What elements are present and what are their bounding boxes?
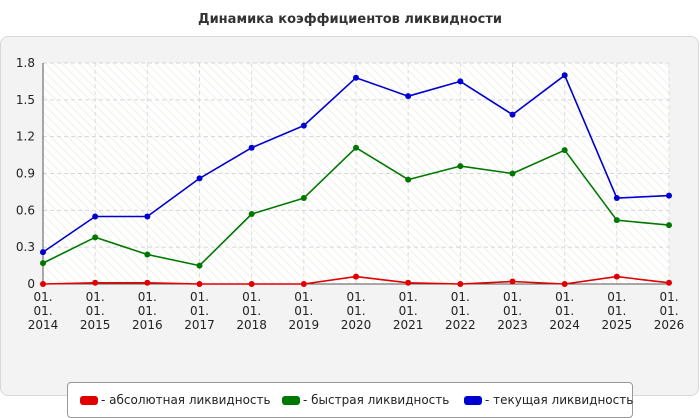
x-tick-label: 01. 01. 2021 xyxy=(393,290,424,332)
data-point-1 xyxy=(144,251,151,258)
data-point-2 xyxy=(40,249,46,256)
data-point-0 xyxy=(405,279,412,286)
x-tick-label: 01. 01. 2020 xyxy=(341,290,372,332)
y-tick-label: 0.3 xyxy=(16,240,35,254)
x-tick-label: 01. 01. 2022 xyxy=(445,290,476,332)
y-tick-label: 0 xyxy=(27,277,35,291)
x-axis-ticks: 01. 01. 2014 01. 01. 2015 01. 01. 2016 01. 01. 2017… xyxy=(28,290,685,332)
data-point-1 xyxy=(405,176,412,183)
legend-swatch-red xyxy=(80,395,98,405)
data-point-0 xyxy=(196,281,203,287)
data-point-0 xyxy=(40,281,46,287)
data-point-2 xyxy=(353,74,359,81)
data-point-0 xyxy=(92,279,99,286)
data-point-0 xyxy=(561,281,568,287)
chart-panel: 0 0.3 0.6 0.9 1.2 1.5 1.8 01. 01. 2014 01. 01. 2015… xyxy=(0,36,699,418)
x-tick-label: 01. 01. 2025 xyxy=(602,290,633,332)
data-point-2 xyxy=(405,93,412,100)
legend-label: - текущая ликвидность xyxy=(485,393,634,407)
data-point-2 xyxy=(92,213,99,220)
data-point-0 xyxy=(300,281,307,287)
data-point-1 xyxy=(509,170,516,177)
x-tick-label: 01. 01. 2016 xyxy=(132,290,163,332)
data-point-0 xyxy=(509,278,516,285)
data-point-2 xyxy=(196,175,203,182)
plot-svg: 0 0.3 0.6 0.9 1.2 1.5 1.8 01. 01. 2014 01. 01. 2015… xyxy=(16,56,685,332)
legend-label: - быстрая ликвидность xyxy=(303,393,450,407)
data-point-2 xyxy=(666,192,672,199)
x-tick-label: 01. 01. 2023 xyxy=(497,290,528,332)
data-point-2 xyxy=(613,195,620,202)
x-tick-label: 01. 01. 2017 xyxy=(184,290,215,332)
data-point-1 xyxy=(248,211,255,218)
data-point-0 xyxy=(666,279,672,286)
data-point-1 xyxy=(613,217,620,224)
x-tick-label: 01. 01. 2024 xyxy=(549,290,580,332)
data-point-0 xyxy=(144,279,151,286)
x-tick-label: 01. 01. 2019 xyxy=(289,290,320,332)
x-tick-label: 01. 01. 2014 xyxy=(28,290,59,332)
data-point-1 xyxy=(92,234,99,241)
data-point-1 xyxy=(196,262,203,269)
data-point-1 xyxy=(40,260,46,267)
y-tick-label: 1.5 xyxy=(16,93,35,107)
y-tick-label: 0.6 xyxy=(16,203,35,217)
data-point-1 xyxy=(561,147,568,154)
legend-item-current: - текущая ликвидность xyxy=(464,383,633,417)
x-tick-label: 01. 01. 2018 xyxy=(236,290,267,332)
y-tick-label: 1.2 xyxy=(16,130,35,144)
data-point-2 xyxy=(300,122,307,129)
y-tick-label: 1.8 xyxy=(16,56,35,70)
legend-swatch-green xyxy=(282,395,300,405)
data-point-0 xyxy=(457,281,464,287)
data-point-0 xyxy=(353,273,359,280)
legend-label: - абсолютная ликвидность xyxy=(101,393,271,407)
data-point-1 xyxy=(666,222,672,229)
data-point-2 xyxy=(248,144,255,151)
x-tick-label: 01. 01. 2015 xyxy=(80,290,111,332)
y-tick-label: 0.9 xyxy=(16,167,35,181)
legend-item-absolute: - абсолютная ликвидность xyxy=(80,383,271,417)
y-axis-ticks: 0 0.3 0.6 0.9 1.2 1.5 1.8 xyxy=(16,56,35,291)
legend-item-quick: - быстрая ликвидность xyxy=(282,383,449,417)
data-point-2 xyxy=(144,213,151,220)
data-point-0 xyxy=(248,281,255,287)
data-point-1 xyxy=(300,195,307,202)
data-point-0 xyxy=(613,273,620,280)
legend: - абсолютная ликвидность - быстрая ликви… xyxy=(67,382,633,418)
x-tick-label: 01. 01. 2026 xyxy=(654,290,685,332)
legend-swatch-blue xyxy=(464,395,482,405)
series-lines xyxy=(40,72,672,287)
data-point-2 xyxy=(561,72,568,79)
chart-title: Динамика коэффициентов ликвидности xyxy=(198,12,502,27)
data-point-1 xyxy=(457,163,464,170)
data-point-1 xyxy=(353,144,359,151)
data-point-2 xyxy=(509,111,516,118)
data-point-2 xyxy=(457,78,464,85)
